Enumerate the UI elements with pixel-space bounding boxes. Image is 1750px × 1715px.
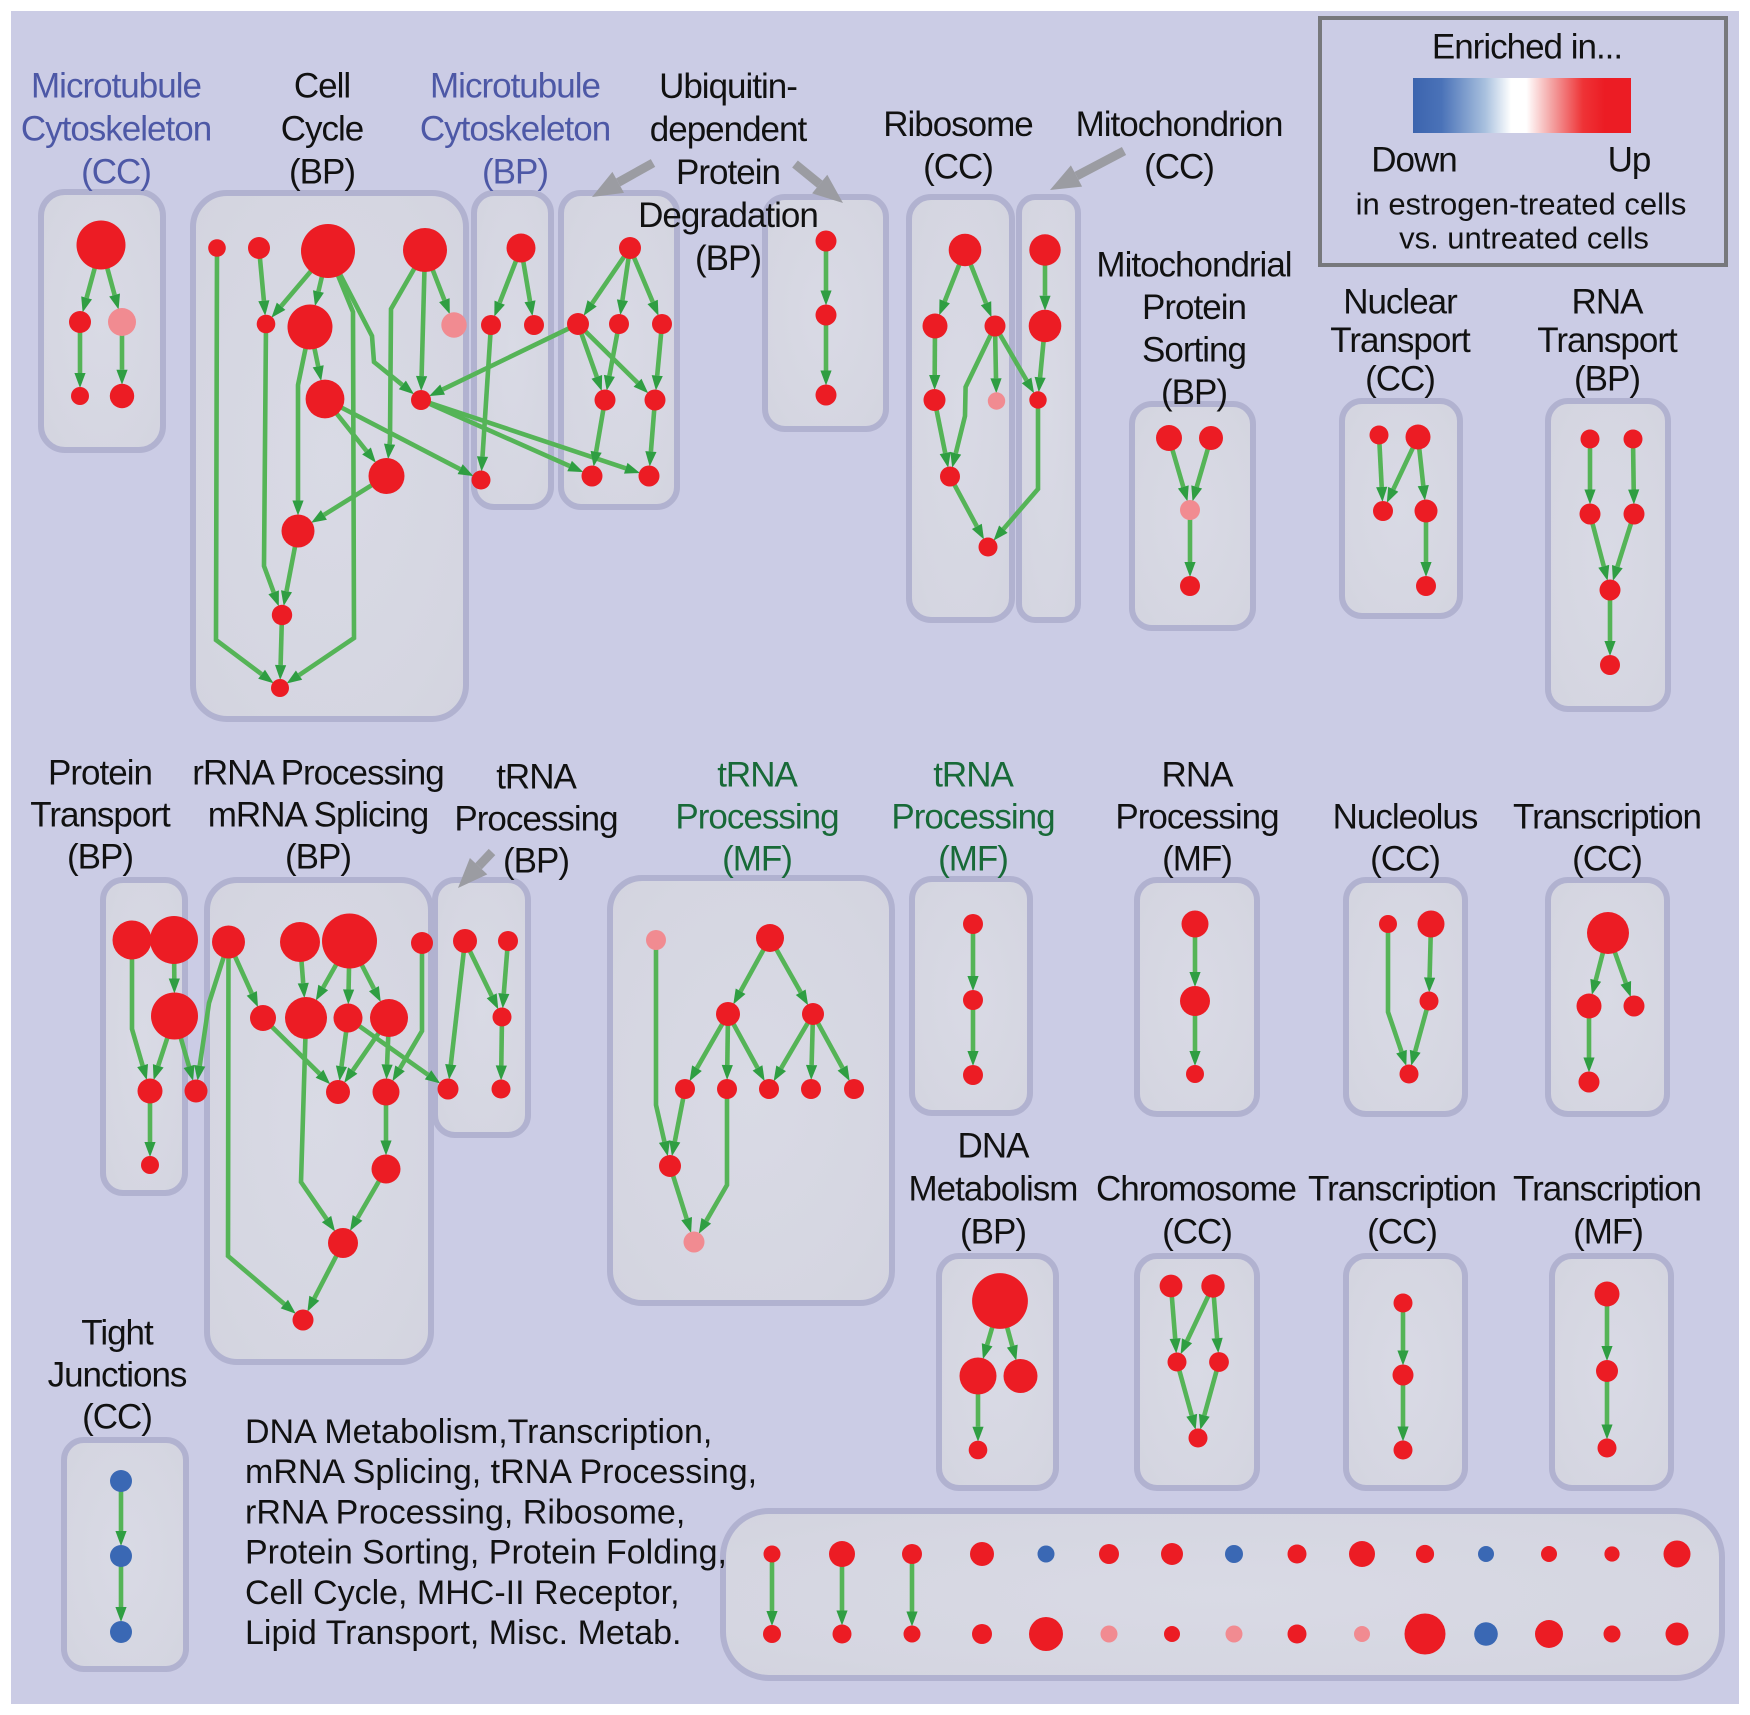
svg-text:Transport: Transport: [1330, 321, 1471, 360]
svg-text:Ubiquitin-: Ubiquitin-: [659, 67, 797, 106]
svg-text:Tight: Tight: [81, 1314, 154, 1353]
svg-text:Microtubule: Microtubule: [430, 67, 600, 106]
svg-text:Up: Up: [1608, 141, 1651, 180]
svg-text:Protein: Protein: [1142, 288, 1246, 327]
svg-text:Chromosome: Chromosome: [1096, 1170, 1296, 1209]
svg-text:Down: Down: [1371, 141, 1456, 180]
svg-text:mRNA Splicing, tRNA Processing: mRNA Splicing, tRNA Processing,: [245, 1453, 757, 1491]
svg-text:Cycle: Cycle: [281, 110, 364, 149]
svg-text:(CC): (CC): [82, 1398, 152, 1437]
svg-text:(BP): (BP): [695, 239, 761, 278]
svg-text:Transcription: Transcription: [1308, 1170, 1496, 1209]
svg-text:(BP): (BP): [1574, 360, 1640, 399]
svg-text:DNA Metabolism,Transcription,: DNA Metabolism,Transcription,: [245, 1413, 712, 1451]
svg-text:(MF): (MF): [1162, 840, 1232, 879]
svg-text:(BP): (BP): [285, 838, 351, 877]
svg-text:Protein: Protein: [676, 153, 780, 192]
svg-text:Ribosome: Ribosome: [883, 105, 1033, 144]
svg-text:Cytoskeleton: Cytoskeleton: [21, 110, 211, 149]
svg-text:(MF): (MF): [722, 840, 792, 879]
svg-text:(CC): (CC): [1370, 840, 1440, 879]
svg-text:(BP): (BP): [482, 153, 548, 192]
svg-text:Microtubule: Microtubule: [31, 67, 201, 106]
svg-text:(MF): (MF): [938, 840, 1008, 879]
svg-text:Mitochondrial: Mitochondrial: [1096, 246, 1291, 285]
svg-text:Cytoskeleton: Cytoskeleton: [420, 110, 610, 149]
svg-text:Cell Cycle, MHC-II Receptor,: Cell Cycle, MHC-II Receptor,: [245, 1574, 680, 1612]
svg-text:RNA: RNA: [1162, 756, 1235, 795]
svg-text:Metabolism: Metabolism: [909, 1170, 1078, 1209]
svg-text:in estrogen-treated cells: in estrogen-treated cells: [1356, 187, 1687, 222]
svg-text:(BP): (BP): [960, 1213, 1026, 1252]
svg-text:(CC): (CC): [1144, 148, 1214, 187]
svg-text:Protein Sorting, Protein Foldi: Protein Sorting, Protein Folding,: [245, 1534, 727, 1572]
svg-text:Junctions: Junctions: [48, 1356, 187, 1395]
svg-text:Sorting: Sorting: [1142, 331, 1246, 370]
svg-text:Lipid Transport, Misc. Metab.: Lipid Transport, Misc. Metab.: [245, 1614, 682, 1652]
svg-text:tRNA: tRNA: [717, 756, 798, 795]
svg-text:Processing: Processing: [891, 798, 1054, 837]
svg-text:(BP): (BP): [289, 153, 355, 192]
svg-text:Transport: Transport: [1537, 321, 1678, 360]
svg-text:dependent: dependent: [650, 110, 808, 149]
svg-text:(CC): (CC): [1367, 1213, 1437, 1252]
svg-text:Transcription: Transcription: [1513, 798, 1701, 837]
svg-text:(MF): (MF): [1573, 1213, 1643, 1252]
svg-text:tRNA: tRNA: [933, 756, 1014, 795]
svg-text:Processing: Processing: [454, 800, 617, 839]
svg-text:(BP): (BP): [503, 842, 569, 881]
svg-text:(BP): (BP): [67, 838, 133, 877]
svg-text:(CC): (CC): [1365, 360, 1435, 399]
svg-text:rRNA Processing, Ribosome,: rRNA Processing, Ribosome,: [245, 1493, 685, 1531]
svg-text:Enriched in...: Enriched in...: [1432, 28, 1622, 67]
svg-text:Cell: Cell: [294, 67, 350, 106]
svg-text:Mitochondrion: Mitochondrion: [1076, 105, 1283, 144]
svg-text:Transport: Transport: [30, 796, 171, 835]
svg-text:rRNA Processing: rRNA Processing: [192, 754, 443, 793]
svg-text:(BP): (BP): [1161, 373, 1227, 412]
svg-text:(CC): (CC): [1572, 840, 1642, 879]
svg-text:Transcription: Transcription: [1513, 1170, 1701, 1209]
svg-text:Degradation: Degradation: [638, 196, 818, 235]
svg-text:(CC): (CC): [1162, 1213, 1232, 1252]
svg-text:Nuclear: Nuclear: [1343, 283, 1458, 322]
svg-text:vs. untreated cells: vs. untreated cells: [1399, 221, 1649, 256]
svg-text:mRNA Splicing: mRNA Splicing: [208, 796, 428, 835]
svg-text:Protein: Protein: [48, 754, 152, 793]
svg-text:(CC): (CC): [923, 148, 993, 187]
svg-text:(CC): (CC): [81, 153, 151, 192]
svg-text:tRNA: tRNA: [496, 758, 577, 797]
svg-text:RNA: RNA: [1572, 283, 1645, 322]
svg-text:Processing: Processing: [1115, 798, 1278, 837]
svg-text:Processing: Processing: [675, 798, 838, 837]
svg-text:DNA: DNA: [958, 1127, 1031, 1166]
svg-text:Nucleolus: Nucleolus: [1333, 798, 1478, 837]
